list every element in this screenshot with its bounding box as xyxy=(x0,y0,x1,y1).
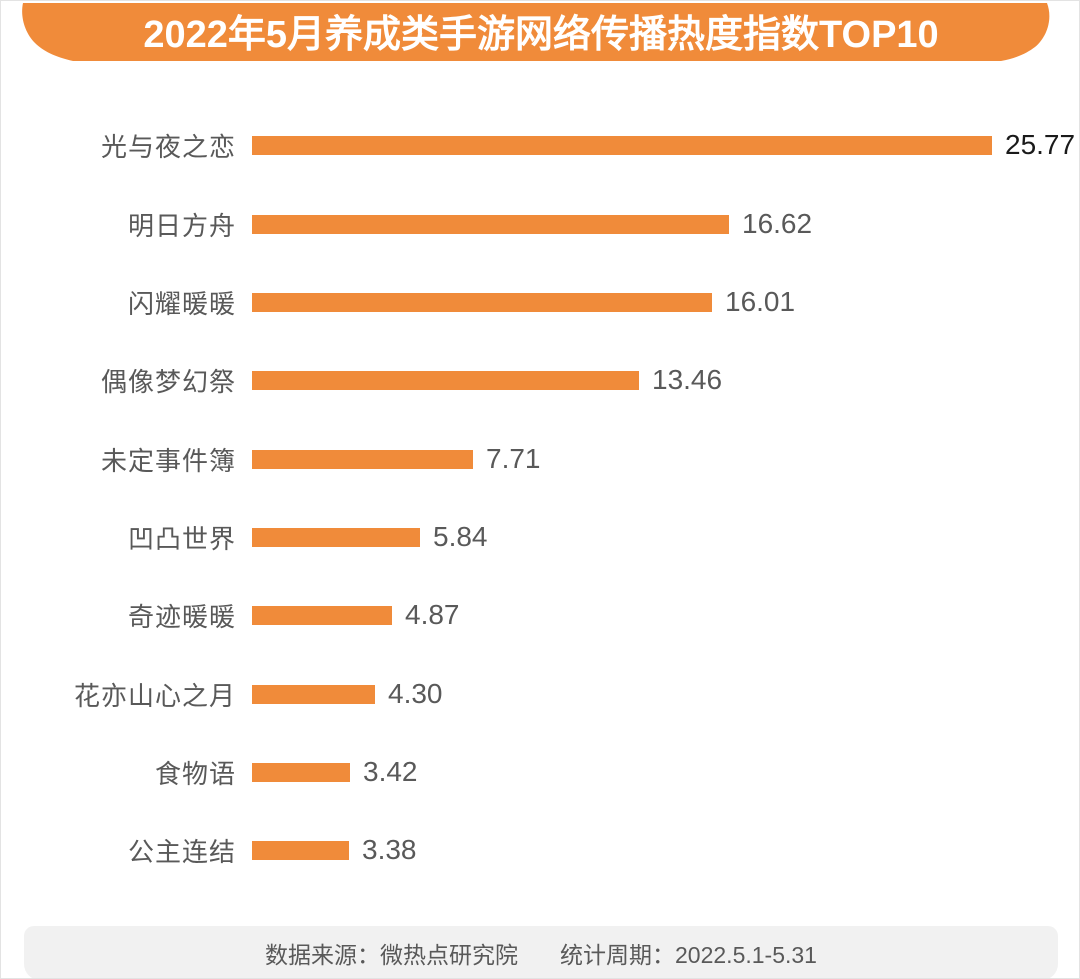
bar-value-label: 16.62 xyxy=(742,208,813,239)
heat-bar xyxy=(252,684,375,704)
chart-row: 光与夜之恋 25.77 xyxy=(1,125,1079,165)
heat-bar xyxy=(252,840,349,860)
title-banner: 2022年5月养成类手游网络传播热度指数TOP10 xyxy=(1,1,1079,63)
footer-bar: 数据来源：微热点研究院 统计周期：2022.5.1-5.31 xyxy=(24,926,1058,978)
bar-value-label: 3.38 xyxy=(362,834,417,865)
heat-bar xyxy=(252,292,712,312)
heat-bar xyxy=(252,449,473,469)
heat-bar xyxy=(252,135,992,155)
data-source-label: 数据来源：微热点研究院 xyxy=(265,942,519,968)
game-name-label: 偶像梦幻祭 xyxy=(100,366,236,397)
chart-row: 明日方舟 16.62 xyxy=(1,204,1079,244)
chart-row: 花亦山心之月 4.30 xyxy=(1,674,1079,714)
bar-value-label: 25.77 xyxy=(1005,129,1076,160)
game-name-label: 花亦山心之月 xyxy=(73,680,236,711)
game-name-label: 凹凸世界 xyxy=(127,523,236,554)
heat-bar xyxy=(252,214,729,234)
chart-row: 未定事件簿 7.71 xyxy=(1,439,1079,479)
chart-row: 凹凸世界 5.84 xyxy=(1,517,1079,557)
bar-value-label: 7.71 xyxy=(486,443,541,474)
bar-value-label: 3.42 xyxy=(363,756,418,787)
chart-row: 奇迹暖暖 4.87 xyxy=(1,595,1079,635)
bar-value-label: 5.84 xyxy=(433,521,488,552)
chart-row: 公主连结 3.38 xyxy=(1,830,1079,870)
game-name-label: 明日方舟 xyxy=(127,210,236,241)
heat-bar xyxy=(252,370,639,390)
ribbon-shape xyxy=(22,3,1050,61)
chart-row: 闪耀暖暖 16.01 xyxy=(1,282,1079,322)
bar-value-label: 13.46 xyxy=(652,364,723,395)
bar-value-label: 4.30 xyxy=(388,678,443,709)
page-title: 2022年5月养成类手游网络传播热度指数TOP10 xyxy=(143,13,939,56)
chart-rows: 光与夜之恋 25.77 明日方舟 16.62 闪耀暖暖 16.01 偶像梦幻祭 … xyxy=(1,1,1079,901)
heat-bar xyxy=(252,527,420,547)
chart-row: 食物语 3.42 xyxy=(1,752,1079,792)
chart-row: 偶像梦幻祭 13.46 xyxy=(1,360,1079,400)
game-name-label: 闪耀暖暖 xyxy=(127,288,236,319)
heat-bar xyxy=(252,762,350,782)
game-name-label: 奇迹暖暖 xyxy=(127,601,236,632)
heat-bar xyxy=(252,605,392,625)
bar-value-label: 16.01 xyxy=(725,286,796,317)
game-name-label: 食物语 xyxy=(154,758,236,789)
game-name-label: 未定事件簿 xyxy=(100,445,236,476)
stat-period-label: 统计周期：2022.5.1-5.31 xyxy=(560,942,817,968)
game-name-label: 公主连结 xyxy=(127,836,236,867)
bar-value-label: 4.87 xyxy=(405,599,460,630)
game-name-label: 光与夜之恋 xyxy=(100,131,236,162)
